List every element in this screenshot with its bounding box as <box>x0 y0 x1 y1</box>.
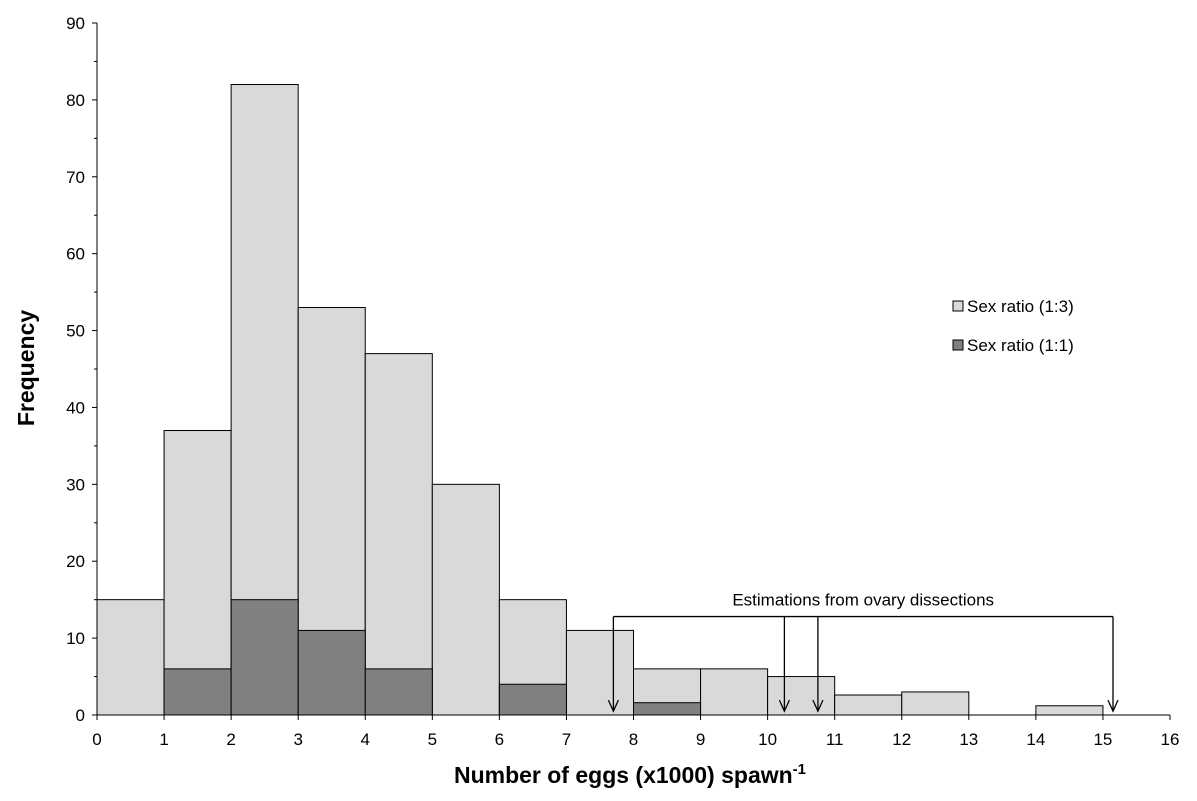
bar-dark-2 <box>230 599 299 716</box>
x-tick-label: 13 <box>959 730 978 749</box>
bar-dark-6 <box>498 683 567 716</box>
annotation: Estimations from ovary dissections <box>607 591 1119 713</box>
y-tick-label: 60 <box>66 245 85 264</box>
bar-dark-3 <box>297 629 366 716</box>
legend-label: Sex ratio (1:1) <box>967 336 1074 355</box>
bar-light-9 <box>700 668 769 716</box>
y-tick-label: 40 <box>66 398 85 417</box>
y-axis-title: Frequency <box>13 310 39 427</box>
bar-light-0 <box>96 599 165 716</box>
x-tick-label: 16 <box>1161 730 1180 749</box>
y-tick-label: 80 <box>66 91 85 110</box>
x-tick-label: 2 <box>226 730 235 749</box>
bar-light-7 <box>565 629 634 716</box>
series-sex-ratio-1-1 <box>163 599 702 716</box>
annotation-arrowhead <box>778 699 790 713</box>
y-tick-label: 20 <box>66 552 85 571</box>
x-tick-label: 6 <box>495 730 504 749</box>
bar-light-10 <box>767 676 836 716</box>
x-tick-label: 7 <box>562 730 571 749</box>
x-tick-label: 4 <box>361 730 370 749</box>
legend-label: Sex ratio (1:3) <box>967 297 1074 316</box>
x-tick-label: 11 <box>826 730 844 749</box>
y-tick-label: 90 <box>66 14 85 33</box>
legend-swatch <box>952 300 964 312</box>
legend-swatch <box>952 339 964 351</box>
bar-dark-4 <box>364 668 433 716</box>
y-tick-label: 30 <box>66 475 85 494</box>
axes: 0 1 2 3 4 5 6 7 8 9 10 11 12 13 14 15 160102030405060708… <box>66 14 1179 749</box>
y-tick-label: 50 <box>66 322 85 341</box>
x-tick-label: 5 <box>428 730 437 749</box>
x-tick-label: 12 <box>892 730 911 749</box>
bar-light-5 <box>431 483 500 716</box>
annotation-arrowhead <box>1107 699 1119 713</box>
annotation-arrowhead <box>607 699 619 713</box>
x-axis-title: Number of eggs (x1000) spawn-1 <box>454 761 806 788</box>
bar-dark-1 <box>163 668 232 716</box>
y-tick-label: 10 <box>66 629 85 648</box>
bar-light-1 <box>163 430 232 716</box>
annotation-label: Estimations from ovary dissections <box>732 591 994 610</box>
x-tick-label: 9 <box>696 730 705 749</box>
x-tick-label: 14 <box>1026 730 1045 749</box>
bar-dark-8 <box>633 702 702 716</box>
x-tick-label: 3 <box>293 730 302 749</box>
x-tick-label: 1 <box>159 730 168 749</box>
annotation-arrowhead <box>812 699 824 713</box>
bar-light-12 <box>901 691 970 716</box>
x-tick-label: 10 <box>758 730 777 749</box>
y-tick-label: 70 <box>66 168 85 187</box>
bar-light-4 <box>364 353 433 716</box>
x-tick-label: 0 <box>92 730 101 749</box>
x-tick-label: 15 <box>1093 730 1112 749</box>
x-axis-title-superscript: -1 <box>793 761 806 778</box>
x-tick-label: 8 <box>629 730 638 749</box>
y-tick-label: 0 <box>76 706 85 725</box>
legend: Sex ratio (1:3) Sex ratio (1:1) <box>952 297 1074 355</box>
bar-light-11 <box>834 694 903 716</box>
x-axis-title-main: Number of eggs (x1000) spawn <box>454 762 793 788</box>
bar-light-14 <box>1035 705 1104 716</box>
